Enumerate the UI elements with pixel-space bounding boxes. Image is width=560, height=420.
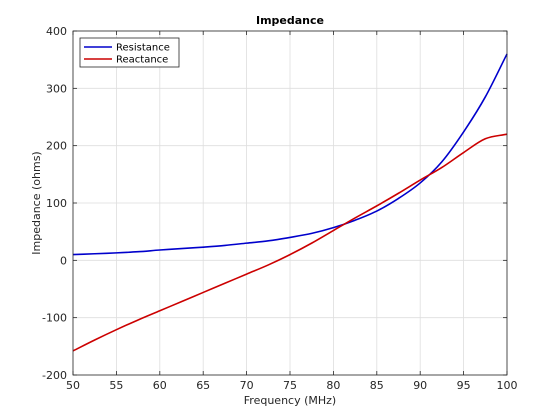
axis-ticks: 50 55 60 65 70 75 80 85 90 95 100 -200 -100 0 100 200 30…: [42, 25, 517, 392]
x-tick-label: 55: [109, 379, 123, 392]
legend-label-resistance: Resistance: [116, 43, 170, 54]
x-tick-label: 50: [66, 379, 80, 392]
series-lines: [72, 53, 508, 352]
y-tick-label: 200: [46, 140, 67, 153]
legend-box: [79, 37, 180, 68]
y-axis-label: Impedance (ohms): [30, 151, 43, 254]
x-tick-label: 70: [240, 379, 254, 392]
x-tick-label: 85: [370, 379, 384, 392]
series-line-resistance: [72, 53, 508, 256]
x-axis-label: Frequency (MHz): [244, 394, 336, 407]
x-tick-label: 65: [196, 379, 210, 392]
chart-title: Impedance: [256, 14, 324, 27]
y-tick-label: 100: [46, 197, 67, 210]
y-tick-label: 400: [46, 25, 67, 38]
y-tick-label: -200: [42, 369, 67, 382]
x-tick-label: 90: [413, 379, 427, 392]
y-tick-label: -100: [42, 312, 67, 325]
series-line-reactance: [72, 133, 508, 352]
y-tick-label: 300: [46, 82, 67, 95]
x-tick-label: 60: [153, 379, 167, 392]
y-tick-label: 0: [60, 254, 67, 267]
x-tick-label: 75: [283, 379, 297, 392]
x-tick-label: 100: [497, 379, 518, 392]
x-tick-label: 80: [326, 379, 340, 392]
legend-label-reactance: Reactance: [116, 55, 168, 66]
x-tick-label: 95: [457, 379, 471, 392]
